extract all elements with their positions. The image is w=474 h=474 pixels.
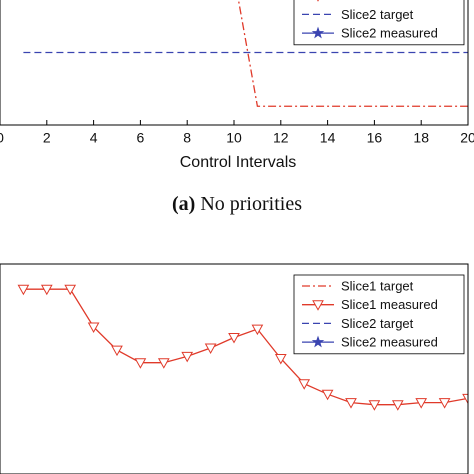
data-point	[345, 398, 357, 409]
legend-marker	[312, 300, 324, 311]
data-point	[274, 354, 287, 365]
legend-label: Slice1 measured	[341, 297, 438, 312]
legend-marker	[317, 0, 319, 2]
x-tick-label: 2	[43, 130, 51, 146]
data-point	[134, 358, 147, 369]
data-point	[87, 322, 100, 334]
data-point	[298, 379, 311, 390]
data-point	[368, 400, 381, 411]
x-axis-label: Control Intervals	[180, 154, 297, 171]
legend-label: Slice2 measured	[341, 335, 438, 350]
caption: (a) No priorities	[172, 193, 302, 215]
legend-label: Slice1 target	[341, 278, 414, 293]
x-tick-label: 12	[273, 130, 289, 146]
legend-marker	[311, 26, 325, 39]
data-point	[17, 284, 30, 296]
data-point	[204, 343, 217, 355]
plot-area	[17, 284, 468, 411]
legend-label: Slice1 measured	[341, 0, 438, 3]
legend-label: Slice2 target	[341, 7, 414, 22]
x-tick-label: 6	[137, 130, 145, 146]
data-point	[228, 333, 240, 344]
x-tick-label: 16	[367, 130, 383, 146]
data-point	[181, 351, 194, 363]
series-line	[23, 288, 468, 406]
data-point	[64, 284, 77, 296]
x-tick-label: 20	[460, 130, 474, 146]
legend-box	[293, 0, 465, 46]
legend-label: Slice2 measured	[341, 26, 438, 41]
caption-label: (a)	[172, 193, 195, 215]
caption-text: No priorities	[200, 193, 302, 215]
data-point	[251, 324, 264, 336]
legend-label: Slice2 target	[341, 316, 414, 331]
data-point	[111, 345, 123, 357]
data-point	[415, 398, 428, 409]
data-point	[157, 358, 170, 369]
data-point	[391, 400, 404, 411]
data-point	[462, 393, 468, 405]
plot-area	[23, 0, 468, 107]
legend-marker	[311, 335, 325, 348]
x-tick-label: 0	[0, 130, 4, 146]
data-point	[40, 284, 53, 296]
axes-frame	[0, 263, 469, 474]
data-point	[438, 398, 451, 409]
x-tick-label: 10	[226, 130, 242, 146]
x-tick-label: 8	[183, 130, 191, 146]
x-tick-label: 14	[320, 130, 336, 146]
x-tick-label: 4	[90, 130, 98, 146]
data-point	[321, 389, 334, 401]
series-line	[237, 0, 468, 107]
x-tick-label: 18	[413, 130, 429, 146]
